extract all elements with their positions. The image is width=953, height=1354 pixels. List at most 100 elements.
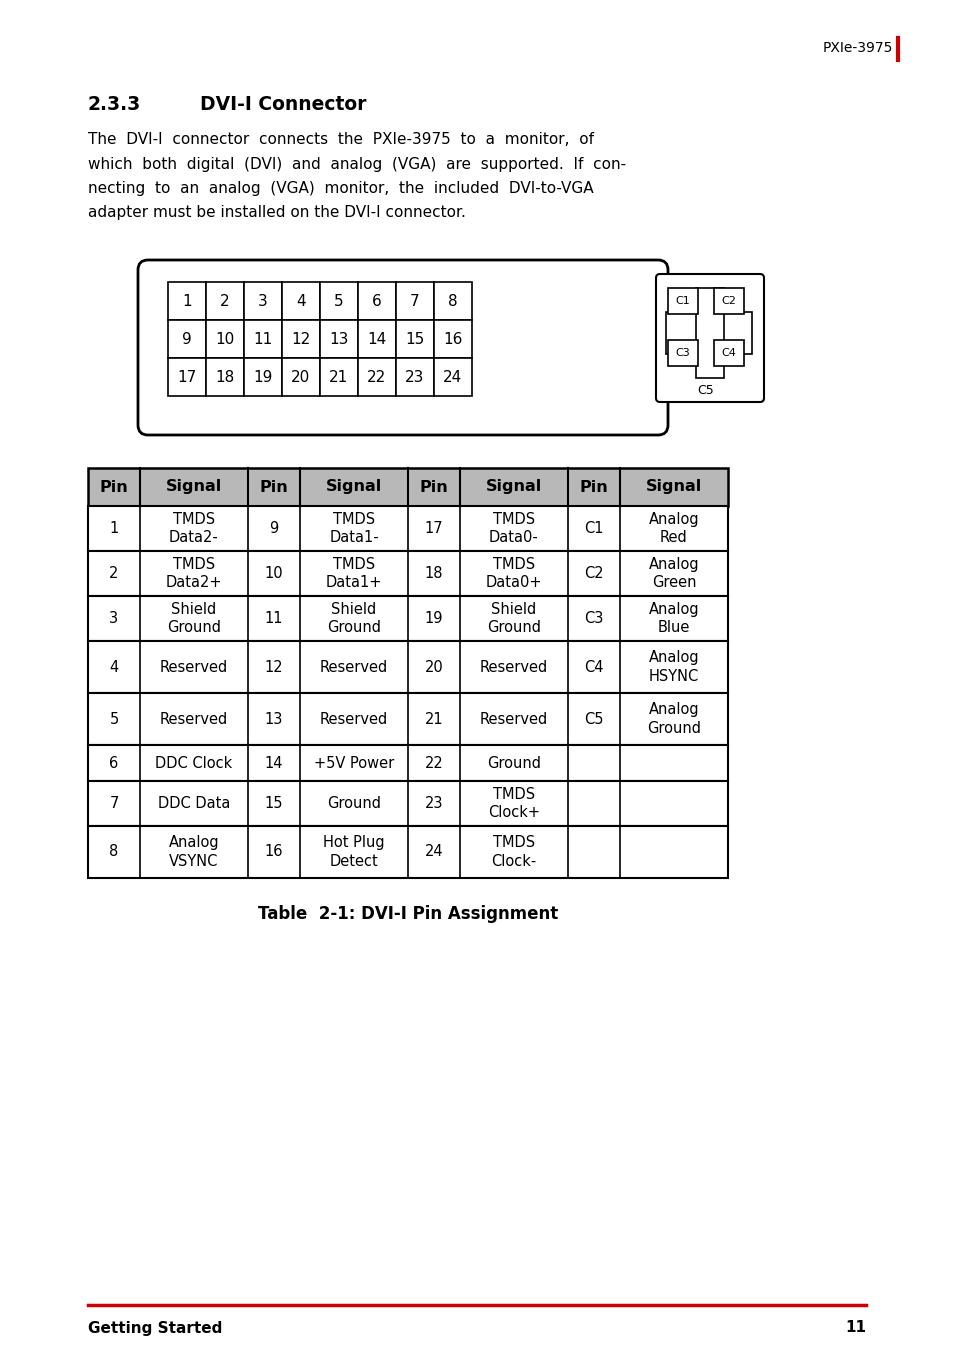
Text: 19: 19 bbox=[253, 370, 273, 385]
Text: 4: 4 bbox=[295, 294, 306, 309]
Text: Signal: Signal bbox=[485, 479, 541, 494]
Text: TMDS
Data0-: TMDS Data0- bbox=[489, 512, 538, 546]
Text: Pin: Pin bbox=[579, 479, 608, 494]
Text: C1: C1 bbox=[675, 297, 690, 306]
Bar bbox=[206, 282, 244, 320]
Text: Signal: Signal bbox=[326, 479, 382, 494]
Bar bbox=[319, 357, 357, 395]
Text: Signal: Signal bbox=[166, 479, 222, 494]
Text: C3: C3 bbox=[583, 611, 603, 626]
Text: C4: C4 bbox=[583, 659, 603, 674]
Bar bbox=[395, 357, 434, 395]
Text: TMDS
Data1+: TMDS Data1+ bbox=[326, 556, 382, 590]
Text: 3: 3 bbox=[258, 294, 268, 309]
Bar bbox=[88, 468, 727, 506]
Text: 4: 4 bbox=[110, 659, 118, 674]
Bar bbox=[168, 282, 206, 320]
Bar bbox=[357, 357, 395, 395]
Text: 6: 6 bbox=[372, 294, 381, 309]
Text: TMDS
Data2-: TMDS Data2- bbox=[169, 512, 218, 546]
Text: 22: 22 bbox=[424, 756, 443, 770]
Text: 8: 8 bbox=[110, 845, 118, 860]
Text: Ground: Ground bbox=[327, 796, 380, 811]
Text: which  both  digital  (DVI)  and  analog  (VGA)  are  supported.  If  con-: which both digital (DVI) and analog (VGA… bbox=[88, 157, 625, 172]
Text: Pin: Pin bbox=[99, 479, 129, 494]
Bar bbox=[713, 288, 743, 314]
Text: 21: 21 bbox=[424, 711, 443, 727]
Bar bbox=[88, 551, 727, 596]
Bar bbox=[168, 357, 206, 395]
Text: Table  2-1: DVI-I Pin Assignment: Table 2-1: DVI-I Pin Assignment bbox=[257, 904, 558, 923]
Text: Getting Started: Getting Started bbox=[88, 1320, 222, 1335]
Bar bbox=[319, 320, 357, 357]
Text: 24: 24 bbox=[424, 845, 443, 860]
Bar bbox=[357, 320, 395, 357]
Bar bbox=[88, 745, 727, 781]
Text: C4: C4 bbox=[720, 348, 736, 357]
Text: C3: C3 bbox=[675, 348, 690, 357]
Text: C5: C5 bbox=[697, 383, 714, 397]
Bar bbox=[696, 288, 723, 378]
Bar bbox=[665, 311, 751, 353]
Text: Analog
Ground: Analog Ground bbox=[646, 703, 700, 735]
Bar bbox=[395, 320, 434, 357]
Text: 5: 5 bbox=[110, 711, 118, 727]
Text: 15: 15 bbox=[405, 332, 424, 347]
Text: C2: C2 bbox=[583, 566, 603, 581]
Text: 23: 23 bbox=[424, 796, 443, 811]
Text: 5: 5 bbox=[334, 294, 343, 309]
Bar bbox=[713, 340, 743, 366]
Text: 1: 1 bbox=[182, 294, 192, 309]
Text: Analog
HSYNC: Analog HSYNC bbox=[648, 650, 699, 684]
Bar bbox=[434, 320, 472, 357]
Text: 9: 9 bbox=[182, 332, 192, 347]
Text: 7: 7 bbox=[410, 294, 419, 309]
Bar bbox=[206, 320, 244, 357]
Text: Signal: Signal bbox=[645, 479, 701, 494]
Text: 13: 13 bbox=[329, 332, 349, 347]
Text: 11: 11 bbox=[844, 1320, 865, 1335]
Text: DVI-I Connector: DVI-I Connector bbox=[200, 96, 366, 115]
Text: 18: 18 bbox=[424, 566, 443, 581]
Text: TMDS
Data2+: TMDS Data2+ bbox=[166, 556, 222, 590]
Text: 2: 2 bbox=[110, 566, 118, 581]
Text: Reserved: Reserved bbox=[319, 659, 388, 674]
Text: 17: 17 bbox=[424, 521, 443, 536]
Text: 15: 15 bbox=[265, 796, 283, 811]
Text: 14: 14 bbox=[265, 756, 283, 770]
Text: 17: 17 bbox=[177, 370, 196, 385]
Text: Analog
Blue: Analog Blue bbox=[648, 601, 699, 635]
Text: Reserved: Reserved bbox=[479, 659, 548, 674]
Bar bbox=[206, 357, 244, 395]
Text: 18: 18 bbox=[215, 370, 234, 385]
Text: Shield
Ground: Shield Ground bbox=[486, 601, 540, 635]
Text: 6: 6 bbox=[110, 756, 118, 770]
Text: 20: 20 bbox=[424, 659, 443, 674]
Bar bbox=[88, 596, 727, 640]
Bar bbox=[244, 282, 282, 320]
Text: 19: 19 bbox=[424, 611, 443, 626]
Text: 24: 24 bbox=[443, 370, 462, 385]
Text: +5V Power: +5V Power bbox=[314, 756, 394, 770]
Text: 14: 14 bbox=[367, 332, 386, 347]
Text: 16: 16 bbox=[443, 332, 462, 347]
Text: PXIe-3975: PXIe-3975 bbox=[821, 41, 892, 56]
Text: 2.3.3: 2.3.3 bbox=[88, 96, 141, 115]
Text: The  DVI-I  connector  connects  the  PXIe-3975  to  a  monitor,  of: The DVI-I connector connects the PXIe-39… bbox=[88, 133, 594, 148]
Text: Reserved: Reserved bbox=[479, 711, 548, 727]
Bar bbox=[282, 282, 319, 320]
Text: 11: 11 bbox=[253, 332, 273, 347]
Bar bbox=[244, 357, 282, 395]
Text: DDC Data: DDC Data bbox=[157, 796, 230, 811]
Bar bbox=[434, 282, 472, 320]
Bar bbox=[244, 320, 282, 357]
Text: C1: C1 bbox=[583, 521, 603, 536]
Text: 12: 12 bbox=[264, 659, 283, 674]
Text: DDC Clock: DDC Clock bbox=[155, 756, 233, 770]
Text: adapter must be installed on the DVI-I connector.: adapter must be installed on the DVI-I c… bbox=[88, 204, 465, 219]
Bar bbox=[88, 781, 727, 826]
Text: Shield
Ground: Shield Ground bbox=[167, 601, 221, 635]
Text: TMDS
Clock+: TMDS Clock+ bbox=[488, 787, 539, 821]
Text: Ground: Ground bbox=[486, 756, 540, 770]
Text: necting  to  an  analog  (VGA)  monitor,  the  included  DVI-to-VGA: necting to an analog (VGA) monitor, the … bbox=[88, 180, 593, 195]
